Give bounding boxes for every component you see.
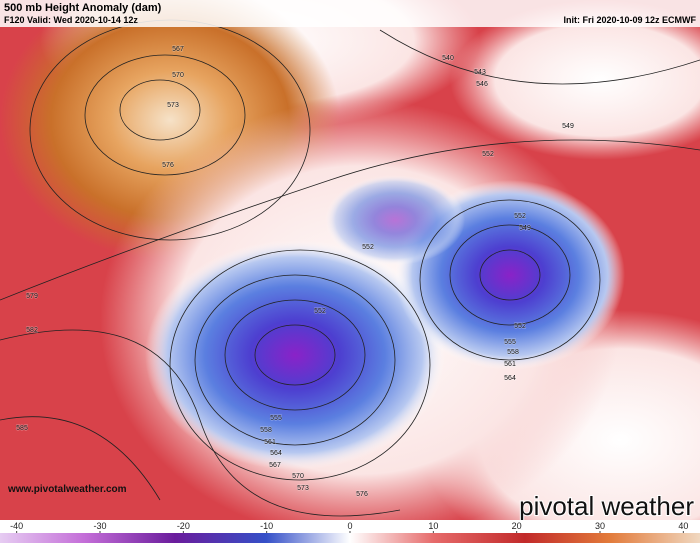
contour-label: 570 — [292, 473, 304, 480]
colorbar-tick-label: 0 — [347, 521, 352, 531]
anomaly-area — [325, 175, 465, 265]
contour-label: 564 — [504, 375, 516, 382]
contour-label: 579 — [26, 293, 38, 300]
contour-label: 549 — [562, 123, 574, 130]
contour-label: 546 — [476, 81, 488, 88]
contour-label: 585 — [16, 425, 28, 432]
header-bar — [0, 0, 700, 27]
contour-label: 540 — [442, 55, 454, 62]
contour-label: 576 — [162, 162, 174, 169]
title: 500 mb Height Anomaly (dam) — [4, 2, 162, 14]
contour-label: 552 — [514, 213, 526, 220]
contour-label: 552 — [514, 323, 526, 330]
contour-label: 567 — [172, 46, 184, 53]
contour-label: 567 — [269, 462, 281, 469]
contour-label: 576 — [356, 491, 368, 498]
colorbar-label-strip — [0, 520, 700, 533]
contour-label: 561 — [264, 439, 276, 446]
contour-label: 561 — [504, 361, 516, 368]
colorbar-tick-label: 30 — [595, 521, 605, 531]
contour-label: 549 — [519, 225, 531, 232]
colorbar-tick-label: -20 — [177, 521, 190, 531]
contour-label: 552 — [482, 151, 494, 158]
colorbar-tick-label: 20 — [512, 521, 522, 531]
contour-label: 558 — [260, 427, 272, 434]
contour-label: 555 — [504, 339, 516, 346]
contour-label: 552 — [362, 244, 374, 251]
contour-label: 558 — [507, 349, 519, 356]
contour-labels: 567 570 573 576 579 582 585 540 543 546 … — [16, 46, 575, 499]
colorbar-tick-label: -40 — [10, 521, 23, 531]
contour-label: 543 — [474, 69, 486, 76]
contour-label: 555 — [270, 415, 282, 422]
brand-logo: pivotal weather — [519, 491, 694, 521]
init-time: Init: Fri 2020-10-09 12z ECMWF — [563, 15, 696, 25]
contour-label: 573 — [297, 485, 309, 492]
contour-label: 552 — [314, 308, 326, 315]
colorbar-tick-label: -30 — [93, 521, 106, 531]
colorbar — [0, 533, 700, 543]
colorbar-tick-label: -10 — [260, 521, 273, 531]
anomaly-area — [145, 240, 445, 470]
contour-label: 564 — [270, 450, 282, 457]
contour-label: 573 — [167, 102, 179, 109]
site-url: www.pivotalweather.com — [7, 484, 127, 495]
valid-time: F120 Valid: Wed 2020-10-14 12z — [4, 15, 138, 25]
colorbar-tick-label: 10 — [428, 521, 438, 531]
contour-label: 582 — [26, 327, 38, 334]
contour-label: 570 — [172, 72, 184, 79]
colorbar-tick-label: 40 — [678, 521, 688, 531]
anomaly-area — [450, 0, 700, 160]
